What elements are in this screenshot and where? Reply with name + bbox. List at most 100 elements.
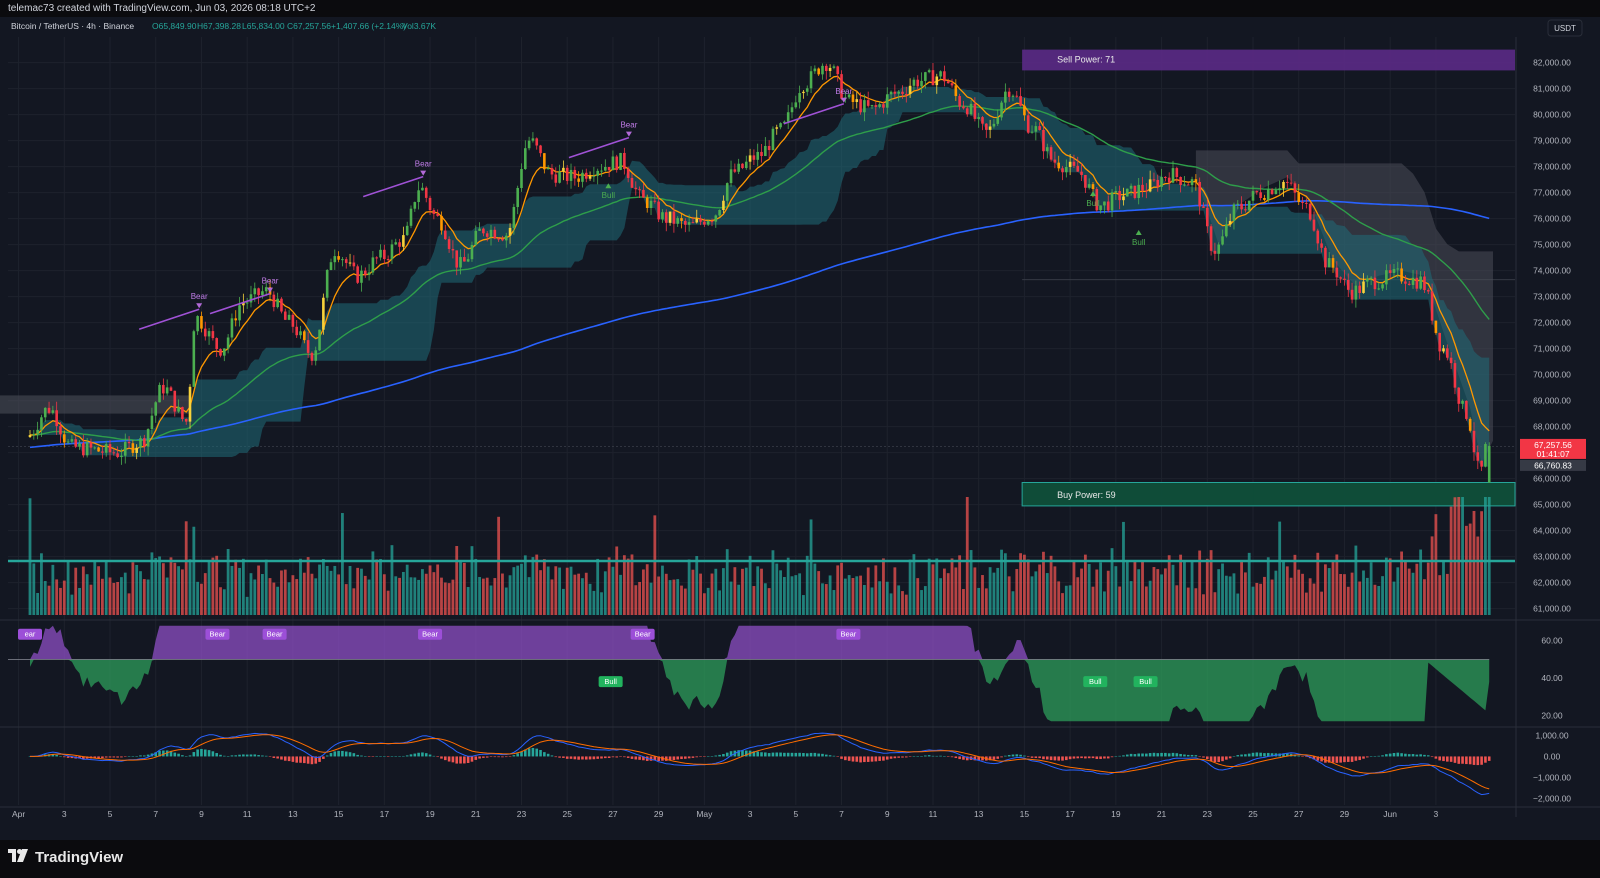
candle[interactable] <box>70 435 74 444</box>
candle[interactable] <box>756 143 760 167</box>
candle[interactable] <box>912 77 916 90</box>
candle[interactable] <box>584 168 588 183</box>
candle[interactable] <box>405 221 409 236</box>
candle[interactable] <box>116 446 119 459</box>
candle[interactable] <box>786 104 790 129</box>
candle[interactable] <box>996 109 1000 126</box>
candle[interactable] <box>676 216 679 227</box>
candle[interactable] <box>809 66 813 93</box>
candle[interactable] <box>333 249 337 270</box>
candle[interactable] <box>310 351 314 366</box>
candle[interactable] <box>1103 201 1106 214</box>
candle[interactable] <box>226 334 230 354</box>
candle[interactable] <box>1076 156 1080 172</box>
candle[interactable] <box>1228 213 1232 227</box>
candle[interactable] <box>291 313 295 333</box>
candle[interactable] <box>691 216 695 224</box>
candle[interactable] <box>725 182 729 207</box>
candle[interactable] <box>1205 199 1209 234</box>
candle[interactable] <box>1133 185 1137 200</box>
currency-badge[interactable]: USDT <box>1547 19 1583 37</box>
candle[interactable] <box>143 434 146 452</box>
candle[interactable] <box>1217 242 1221 261</box>
candle[interactable] <box>424 186 428 203</box>
candle[interactable] <box>485 230 489 242</box>
candle[interactable] <box>1099 205 1102 214</box>
candle[interactable] <box>1004 83 1007 112</box>
candle[interactable] <box>1430 283 1434 325</box>
candle[interactable] <box>1297 184 1301 205</box>
candle[interactable] <box>985 123 988 138</box>
candle[interactable] <box>386 255 390 267</box>
candle[interactable] <box>314 346 318 366</box>
candle[interactable] <box>447 236 451 253</box>
candle[interactable] <box>981 116 984 131</box>
candle[interactable] <box>173 390 177 417</box>
candle[interactable] <box>322 293 325 335</box>
candle[interactable] <box>1247 200 1251 212</box>
candle[interactable] <box>1465 400 1468 421</box>
candle[interactable] <box>188 384 192 429</box>
candle[interactable] <box>504 232 508 248</box>
candle[interactable] <box>927 68 931 74</box>
candle[interactable] <box>1411 269 1415 289</box>
candle[interactable] <box>1278 180 1281 195</box>
candle[interactable] <box>131 440 135 457</box>
candle[interactable] <box>714 214 718 228</box>
candle[interactable] <box>85 437 89 458</box>
candle[interactable] <box>764 137 767 157</box>
candle[interactable] <box>1110 188 1114 218</box>
candle[interactable] <box>1145 183 1148 199</box>
candle[interactable] <box>1030 125 1034 134</box>
candle[interactable] <box>51 405 55 415</box>
candle[interactable] <box>1270 188 1274 196</box>
candle[interactable] <box>824 63 828 80</box>
candle[interactable] <box>543 153 546 174</box>
candle[interactable] <box>638 186 641 198</box>
candle[interactable] <box>607 166 611 177</box>
candle[interactable] <box>78 439 81 450</box>
candle[interactable] <box>596 168 599 185</box>
candle[interactable] <box>474 225 478 247</box>
candle[interactable] <box>626 166 630 183</box>
candle[interactable] <box>1152 172 1156 182</box>
candle[interactable] <box>836 65 840 82</box>
candle[interactable] <box>1346 273 1350 298</box>
candle[interactable] <box>573 166 577 186</box>
candle[interactable] <box>1331 254 1335 273</box>
candle[interactable] <box>230 313 234 342</box>
candle[interactable] <box>1053 151 1057 169</box>
candle[interactable] <box>318 329 321 351</box>
candle[interactable] <box>47 401 51 415</box>
candle[interactable] <box>1213 242 1217 261</box>
candle[interactable] <box>283 308 287 321</box>
candle[interactable] <box>1404 275 1407 292</box>
candle[interactable] <box>1068 154 1072 176</box>
candle[interactable] <box>196 315 199 335</box>
candle[interactable] <box>1179 176 1182 193</box>
candle[interactable] <box>360 265 363 292</box>
candle[interactable] <box>55 401 58 435</box>
candle[interactable] <box>1042 121 1045 160</box>
candle[interactable] <box>901 85 904 99</box>
candle[interactable] <box>1388 264 1392 279</box>
candle[interactable] <box>1446 344 1449 361</box>
candle[interactable] <box>1087 178 1091 190</box>
candle[interactable] <box>1171 160 1175 184</box>
candle[interactable] <box>1312 211 1316 232</box>
candle[interactable] <box>531 132 535 143</box>
candle[interactable] <box>1308 202 1312 222</box>
candle[interactable] <box>66 439 70 445</box>
candle[interactable] <box>165 379 169 396</box>
candle[interactable] <box>1449 352 1453 370</box>
candle[interactable] <box>154 401 158 423</box>
candle[interactable] <box>1293 181 1297 202</box>
candle[interactable] <box>135 444 138 460</box>
candle[interactable] <box>821 63 824 80</box>
candle[interactable] <box>1122 187 1125 206</box>
candle[interactable] <box>299 325 302 339</box>
candle[interactable] <box>1072 154 1076 168</box>
candle[interactable] <box>352 255 356 271</box>
candle[interactable] <box>1038 122 1041 131</box>
candle[interactable] <box>211 325 215 341</box>
